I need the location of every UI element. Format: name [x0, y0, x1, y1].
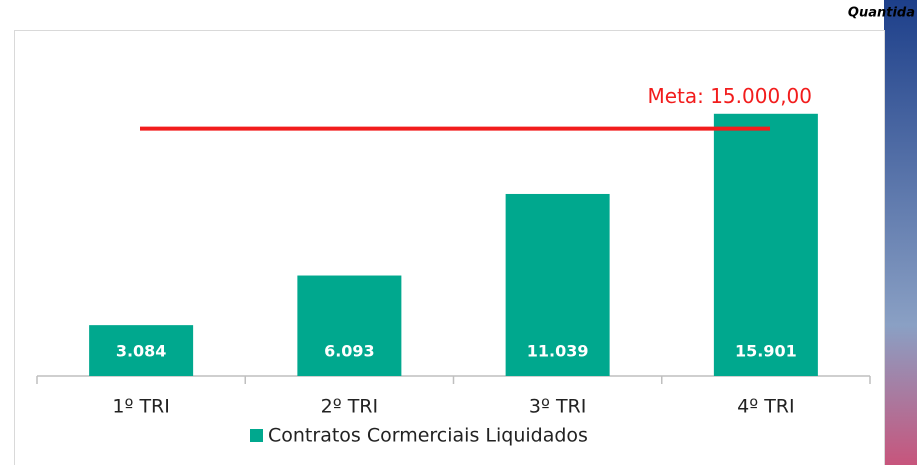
x-tick-label: 3º TRI	[529, 396, 587, 418]
bar	[713, 113, 818, 377]
background-photo	[884, 0, 917, 465]
legend-swatch	[250, 429, 263, 442]
bar	[297, 275, 402, 376]
legend-label: Contratos Cormerciais Liquidados	[268, 425, 588, 447]
x-tick-label: 4º TRI	[737, 396, 795, 418]
value-label: 11.039	[527, 342, 589, 361]
value-label: 3.084	[116, 342, 167, 361]
x-tick-label: 1º TRI	[112, 396, 170, 418]
value-label: 15.901	[735, 342, 797, 361]
bar	[505, 193, 610, 376]
target-label: Meta: 15.000,00	[647, 84, 812, 108]
bar	[89, 325, 194, 376]
x-tick-label: 2º TRI	[321, 396, 379, 418]
value-label: 6.093	[324, 342, 375, 361]
header: Quantida	[848, 6, 915, 21]
